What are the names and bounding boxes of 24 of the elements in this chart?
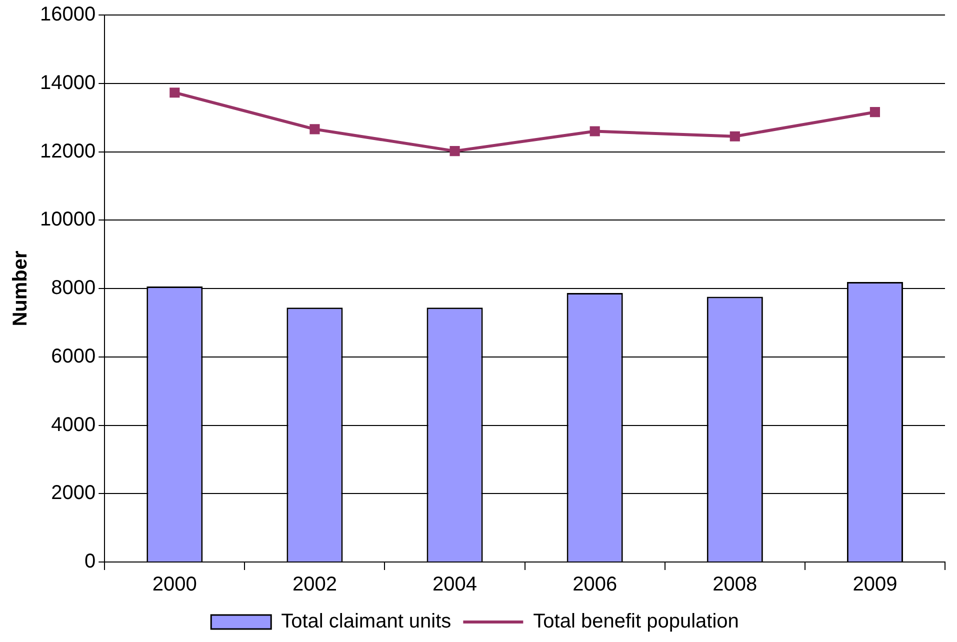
point xyxy=(310,124,320,134)
point xyxy=(870,107,880,118)
legend-label: Total benefit population xyxy=(533,610,739,633)
x-tick-label: 2002 xyxy=(292,574,337,596)
point xyxy=(590,126,600,136)
y-tick-label: 6000 xyxy=(51,345,96,368)
point xyxy=(450,146,460,156)
y-axis-title: Number xyxy=(10,250,32,326)
point xyxy=(170,88,180,98)
point xyxy=(730,131,740,142)
y-tick-label: 2000 xyxy=(51,482,96,504)
y-tick-label: 16000 xyxy=(40,4,96,26)
legend-label: Total claimant units xyxy=(281,610,452,633)
x-tick-label: 2008 xyxy=(712,574,758,596)
x-tick-label: 2009 xyxy=(852,574,898,596)
y-tick-label: 4000 xyxy=(51,414,96,436)
x-tick-label: 2000 xyxy=(152,574,197,596)
y-tick-label: 14000 xyxy=(40,72,96,94)
x-tick-label: 2004 xyxy=(432,574,478,596)
y-tick-label: 8000 xyxy=(51,277,96,300)
y-tick-label: 10000 xyxy=(40,208,96,231)
x-tick-label: 2006 xyxy=(572,574,618,596)
y-tick-label: 0 xyxy=(84,550,96,573)
y-tick-label: 12000 xyxy=(40,140,96,162)
